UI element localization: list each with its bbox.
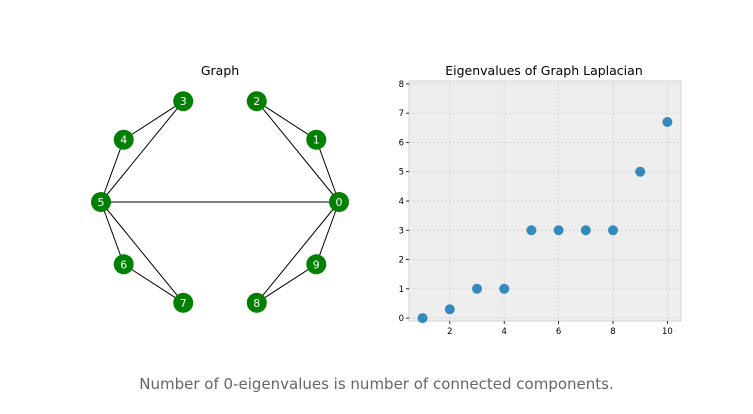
scatter-point-7	[580, 225, 591, 236]
y-axis-ticks: 0 1 2 3 4 5 6 7 8	[399, 80, 409, 324]
graph-nodes: 0 1 2 3 4 5 6 7 8 9	[91, 91, 349, 313]
scatter-point-3	[472, 283, 482, 294]
scatter-point-6	[553, 225, 564, 236]
scatter-point-2	[444, 304, 455, 315]
edge-3-4	[123, 100, 184, 141]
edge-5-7	[100, 201, 184, 304]
scatter-point-10	[662, 116, 673, 127]
scatter-point-9	[635, 166, 646, 177]
scatter-title: Eigenvalues of Graph Laplacian	[445, 63, 643, 78]
x-tick-label-6: 6	[556, 327, 561, 337]
y-tick-label-0: 0	[399, 314, 404, 324]
node-label-3: 3	[180, 95, 187, 108]
edge-0-9	[315, 201, 340, 265]
node-5	[91, 192, 111, 212]
y-tick-label-4: 4	[399, 197, 404, 207]
edge-0-1	[315, 139, 340, 203]
caption: Number of 0-eigenvalues is number of con…	[139, 375, 614, 393]
x-tick-label-2: 2	[447, 327, 452, 337]
edge-6-7	[123, 263, 184, 304]
scatter-panel: Eigenvalues of Graph Laplacian 2 4 6 8 10 0 1…	[399, 63, 682, 337]
edge-3-5	[100, 100, 184, 203]
node-4	[113, 129, 134, 150]
y-tick-label-1: 1	[399, 285, 404, 295]
node-0	[329, 192, 349, 212]
node-label-4: 4	[120, 134, 127, 147]
scatter-point-8	[608, 225, 618, 236]
y-tick-label-3: 3	[399, 226, 404, 236]
node-6	[113, 254, 134, 275]
y-tick-label-5: 5	[399, 168, 404, 178]
edge-0-2	[256, 100, 340, 203]
node-label-1: 1	[313, 134, 320, 147]
node-7	[173, 292, 194, 313]
node-label-6: 6	[120, 258, 127, 271]
node-label-8: 8	[253, 297, 260, 310]
y-tick-label-8: 8	[399, 80, 404, 90]
graph-title: Graph	[201, 63, 239, 78]
x-tick-label-4: 4	[501, 327, 506, 337]
edge-5-6	[100, 201, 125, 265]
node-label-0: 0	[336, 196, 343, 209]
node-8	[246, 292, 267, 313]
scatter-point-1	[417, 313, 428, 324]
scatter-points	[417, 116, 673, 324]
node-label-2: 2	[253, 95, 260, 108]
node-label-9: 9	[313, 258, 320, 271]
x-axis-ticks: 2 4 6 8 10	[447, 321, 673, 337]
edge-8-9	[256, 263, 317, 304]
scatter-point-5	[526, 225, 537, 236]
y-tick-label-6: 6	[399, 138, 404, 148]
graph-edges	[100, 100, 340, 304]
node-label-5: 5	[98, 196, 105, 209]
node-2	[246, 91, 267, 112]
graph-panel: Graph 0 1 2 3 4 5 6 7 8 9	[91, 63, 349, 313]
edge-4-5	[100, 139, 125, 203]
node-1	[306, 129, 327, 150]
scatter-point-4	[499, 283, 510, 294]
node-3	[173, 91, 194, 112]
y-tick-label-2: 2	[399, 256, 404, 266]
x-tick-label-10: 10	[662, 327, 673, 337]
node-label-7: 7	[180, 297, 187, 310]
edge-0-8	[256, 201, 340, 304]
y-tick-label-7: 7	[399, 109, 404, 119]
edge-1-2	[256, 100, 317, 141]
x-tick-label-8: 8	[610, 327, 615, 337]
node-9	[306, 254, 327, 275]
